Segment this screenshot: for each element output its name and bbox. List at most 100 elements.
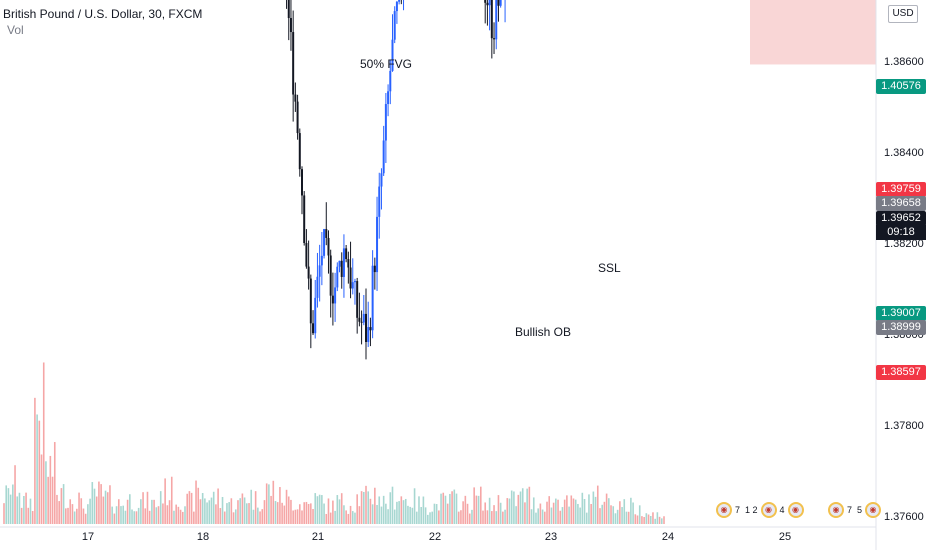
volume-bar [594, 496, 597, 524]
volume-bar [122, 505, 124, 524]
volume-bar [42, 362, 45, 524]
volume-bar [153, 499, 155, 524]
volume-bar [621, 507, 623, 524]
volume-bar [301, 510, 303, 524]
volume-bar [376, 504, 378, 524]
volume-bar [596, 485, 599, 524]
volume-bar [557, 499, 559, 524]
candle-body [340, 260, 343, 277]
volume-bar [98, 481, 100, 524]
volume-bar [393, 509, 396, 524]
volume-bar [135, 511, 138, 524]
volume-bar [420, 507, 422, 524]
volume-bar [360, 491, 363, 524]
candle-body [351, 282, 354, 289]
uk-flag-icon: ◉ [787, 502, 804, 518]
candle-body [398, 0, 401, 2]
volume-bar [95, 496, 98, 524]
volume-bar [124, 510, 127, 524]
volume-bar [652, 512, 654, 524]
take-profit-price-badge: 1.39007 [876, 306, 926, 321]
volume-bar [188, 491, 191, 524]
candle-body [318, 265, 321, 277]
volume-bar [457, 511, 460, 524]
candle-body [323, 229, 326, 256]
volume-bar [131, 509, 133, 524]
volume-bar [23, 495, 25, 524]
volume-bar [321, 495, 323, 524]
volume-bar [658, 516, 661, 524]
candle-body [365, 313, 368, 342]
volume-bar [603, 501, 606, 524]
price-tick-label: 1.38200 [884, 238, 924, 251]
volume-bar [599, 508, 601, 524]
volume-bar [495, 511, 498, 524]
volume-bar [446, 503, 449, 524]
volume-bar [243, 497, 246, 524]
volume-bar [398, 501, 400, 524]
volume-bar [175, 504, 177, 524]
volume-bar [305, 501, 308, 524]
volume-bar [464, 495, 467, 524]
candle-body [331, 295, 334, 304]
volume-bar [177, 506, 180, 524]
volume-bar [654, 518, 656, 524]
volume-bar [462, 501, 464, 524]
economic-events-group-2[interactable]: ◉ 7 5 ◉ [828, 499, 882, 521]
volume-bar [475, 495, 478, 524]
volume-bar [287, 496, 290, 524]
volume-bar [340, 493, 343, 524]
volume-bar [219, 508, 222, 524]
candle-body [384, 104, 387, 141]
fvg-mid-price-badge: 1.40576 [876, 79, 926, 94]
volume-bar [336, 495, 339, 524]
volume-bar [385, 503, 387, 524]
candle-body [395, 1, 398, 12]
stop-loss-price-badge: 1.39759 [876, 182, 926, 197]
candle-body [345, 248, 348, 260]
volume-bar [513, 491, 515, 524]
candle-body [360, 321, 363, 323]
volume-bar [479, 486, 482, 524]
volume-bar [199, 499, 202, 524]
volume-bar [362, 491, 365, 524]
volume-bar [151, 499, 153, 524]
volume-bar [292, 510, 294, 524]
volume-bar [619, 501, 621, 524]
volume-bar [197, 487, 200, 524]
volume-bar [270, 495, 272, 524]
volume-bar [263, 500, 266, 524]
volume-bar [316, 496, 319, 524]
volume-bar [226, 503, 228, 524]
volume-bar [60, 488, 63, 524]
candle-body [336, 266, 339, 288]
volume-bar [404, 498, 407, 524]
volume-bar [645, 513, 648, 524]
volume-bar [444, 495, 447, 524]
volume-bar [612, 506, 615, 524]
economic-events-group-1[interactable]: ◉ 7 1 2 ◉ 4 ◉ [716, 499, 804, 521]
volume-bar [78, 492, 80, 524]
volume-bar [254, 491, 257, 524]
volume-bar [380, 506, 383, 524]
volume-bar [608, 498, 610, 524]
volume-bar [106, 492, 109, 524]
volume-bar [265, 483, 268, 524]
volume-bar [100, 484, 102, 524]
current-price-badge: 1.39652 [876, 211, 926, 226]
volume-bar [583, 498, 586, 524]
volume-bar [217, 488, 219, 524]
volume-bar [504, 509, 506, 524]
volume-bar [201, 493, 204, 524]
volume-bar [250, 489, 253, 524]
candle-body [292, 32, 295, 95]
time-tick-label: 22 [428, 531, 442, 543]
candle-body [367, 327, 370, 342]
volume-bar [537, 508, 539, 524]
volume-bar [502, 511, 504, 524]
volume-bar [345, 510, 347, 524]
volume-bar [663, 516, 665, 524]
volume-bar [325, 513, 328, 524]
currency-button[interactable]: USD [888, 5, 918, 23]
